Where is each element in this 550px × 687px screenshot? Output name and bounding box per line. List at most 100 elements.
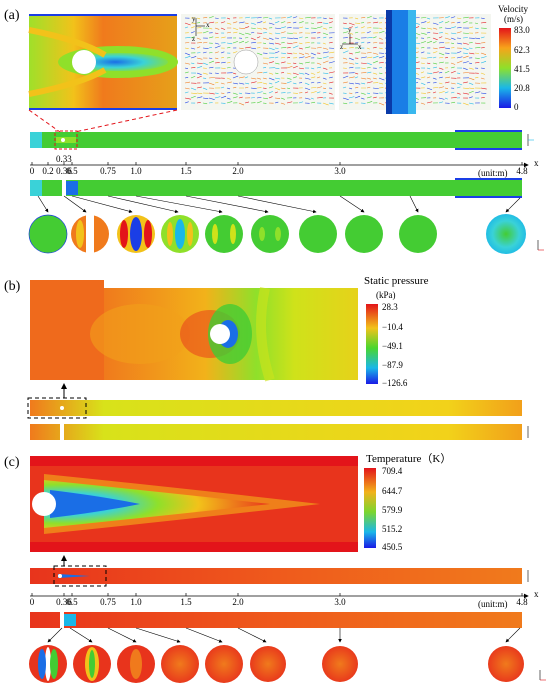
temperature-zoom-contour xyxy=(30,456,358,552)
velocity-vector xyxy=(360,56,367,59)
velocity-vector xyxy=(342,42,347,44)
pressure-pipe-2 xyxy=(30,424,529,440)
velocity-vector xyxy=(444,32,449,35)
velocity-vector xyxy=(426,72,433,74)
velocity-vector xyxy=(244,26,250,29)
velocity-vector xyxy=(328,102,334,105)
velocity-vector xyxy=(432,71,439,74)
velocity-vector xyxy=(214,57,219,60)
velocity-vector xyxy=(438,21,444,24)
velocity-vector xyxy=(286,22,291,24)
velocity-vector xyxy=(310,76,316,79)
velocity-vector xyxy=(342,31,349,34)
velocity-vector xyxy=(310,91,317,94)
velocity-vector xyxy=(468,96,473,99)
velocity-vector xyxy=(304,46,311,49)
axis-tick-label: 0.75 xyxy=(100,597,116,607)
section-axes-c xyxy=(539,670,546,681)
velocity-vector xyxy=(372,87,379,90)
velocity-vector xyxy=(310,97,314,100)
velocity-vector xyxy=(208,77,215,79)
velocity-vector xyxy=(250,41,257,44)
velocity-vector xyxy=(220,21,226,24)
velocity-vector xyxy=(238,96,243,99)
pressure-tick: −87.9 xyxy=(382,360,403,370)
velocity-vector xyxy=(450,16,456,19)
pressure-tick: −126.6 xyxy=(382,378,408,388)
velocity-vector xyxy=(286,57,291,59)
velocity-vector xyxy=(196,75,202,79)
velocity-vector xyxy=(268,91,273,94)
velocity-vector xyxy=(342,81,348,84)
velocity-vector xyxy=(322,87,327,90)
velocity-vector xyxy=(196,101,201,104)
velocity-vector xyxy=(456,21,461,24)
velocity-vector xyxy=(214,51,219,54)
velocity-vector xyxy=(354,86,359,89)
velocity-vector xyxy=(372,42,378,44)
velocity-vector xyxy=(190,47,196,50)
velocity-vector xyxy=(256,52,263,56)
velocity-vector xyxy=(292,16,298,19)
velocity-vector xyxy=(462,72,469,74)
axis-tick-label: 0.5 xyxy=(66,166,78,176)
velocity-vector xyxy=(184,101,189,104)
velocity-vector xyxy=(238,21,245,24)
velocity-vector xyxy=(298,101,304,104)
velocity-vector xyxy=(462,67,468,70)
velocity-vector xyxy=(378,67,383,69)
velocity-vector xyxy=(322,56,329,59)
pressure-zoom-contour xyxy=(30,280,358,382)
velocity-vector xyxy=(196,42,203,44)
velocity-vector xyxy=(366,47,370,50)
velocity-vector xyxy=(420,82,426,85)
velocity-vector xyxy=(244,37,249,39)
velocity-vector xyxy=(360,82,366,85)
velocity-vector xyxy=(196,86,202,89)
velocity-zoom-contour xyxy=(28,14,178,110)
velocity-vector xyxy=(280,56,286,59)
velocity-vector xyxy=(366,81,373,84)
velocity-vector xyxy=(456,31,462,34)
velocity-vector xyxy=(480,77,485,80)
velocity-vector xyxy=(420,47,425,49)
velocity-vector xyxy=(432,87,439,89)
axis-tick-label: 0.75 xyxy=(100,166,116,176)
velocity-vector xyxy=(256,96,262,99)
velocity-vector xyxy=(280,87,286,90)
velocity-vector xyxy=(226,81,232,84)
velocity-vector xyxy=(366,31,371,34)
velocity-vector xyxy=(214,17,219,19)
velocity-vector xyxy=(262,17,269,19)
velocity-vector xyxy=(220,92,225,94)
velocity-vector xyxy=(274,56,279,59)
velocity-vector xyxy=(438,56,444,59)
velocity-vector xyxy=(184,97,191,100)
velocity-vector xyxy=(438,97,445,100)
velocity-vector xyxy=(462,37,468,39)
velocity-vector xyxy=(348,52,353,55)
velocity-vector xyxy=(244,22,249,24)
velocity-vector xyxy=(328,76,333,79)
velocity-vector xyxy=(232,41,239,44)
velocity-vector xyxy=(432,82,437,84)
velocity-vector xyxy=(360,16,366,19)
velocity-vector xyxy=(286,81,292,84)
velocity-vector xyxy=(292,72,299,75)
velocity-vector xyxy=(342,27,349,29)
velocity-vector xyxy=(316,82,321,84)
velocity-vector xyxy=(274,21,280,24)
velocity-vector xyxy=(322,77,327,80)
velocity-vector xyxy=(316,97,323,99)
velocity-vector xyxy=(190,26,195,29)
velocity-vector xyxy=(268,17,273,20)
velocity-vector xyxy=(322,22,329,24)
panel-c-label: (c) xyxy=(4,455,20,470)
velocity-vector xyxy=(274,97,281,99)
velocity-vector xyxy=(420,17,427,19)
velocity-vector xyxy=(366,96,372,99)
axis-tick-label: 3.0 xyxy=(334,166,346,176)
velocity-vector xyxy=(226,87,231,90)
axis-tick-label: 2.0 xyxy=(232,597,244,607)
axis-tick-label: 3.0 xyxy=(334,597,346,607)
